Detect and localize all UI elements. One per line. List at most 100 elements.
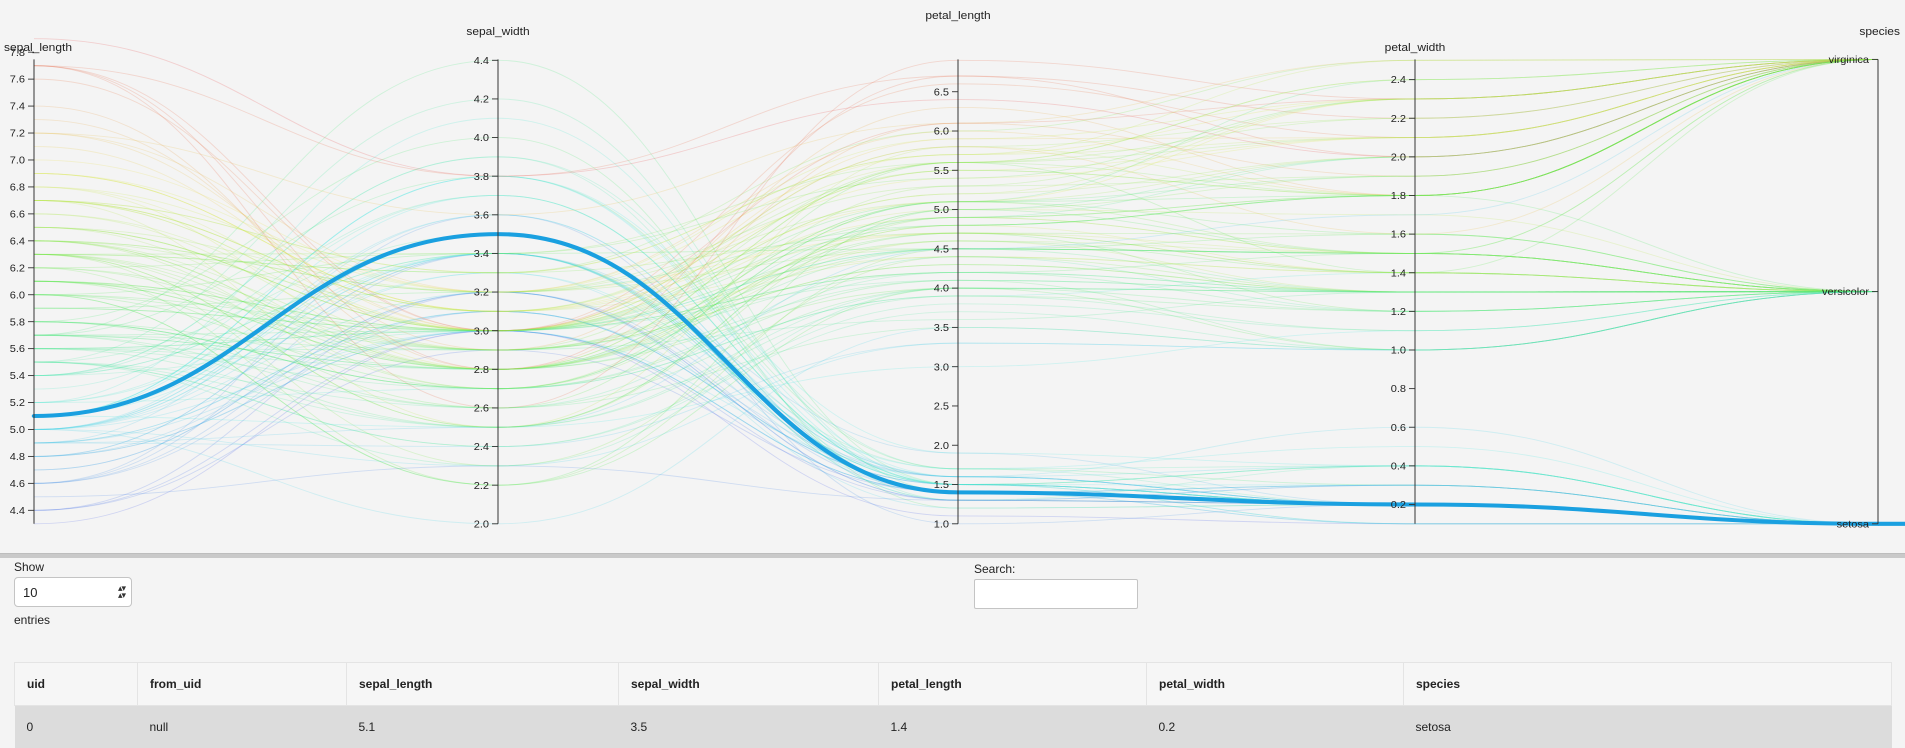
data-line [33, 175, 1879, 525]
axis-title: petal_length [925, 10, 990, 21]
data-line [33, 271, 1879, 390]
table-cell: 5.1 [346, 705, 619, 748]
tick-label: 0.8 [1391, 385, 1406, 395]
entries-label: entries [14, 613, 51, 627]
axis-title: sepal_length [4, 42, 72, 53]
data-line [33, 58, 1879, 332]
tick-label: 2.5 [934, 402, 949, 412]
data-line [33, 58, 1879, 332]
data-line [33, 226, 1879, 370]
chart-svg[interactable]: sepal_length 4.4 4.6 4.8 5.0 5.2 5.4 5.6 5.8 6.0 6… [0, 0, 1905, 553]
tick-label: 3.0 [474, 327, 489, 337]
column-header-uid[interactable]: uid [14, 662, 138, 706]
tick-label: 2.2 [474, 481, 489, 491]
tick-label: 1.4 [1391, 269, 1406, 279]
axis-species[interactable]: species setosa versicolor virginica [1822, 26, 1900, 530]
tick-label: 0.6 [1391, 423, 1406, 433]
data-line [33, 291, 1879, 448]
data-line [33, 252, 1879, 525]
stepper-arrows-icon[interactable]: ▴▾ ▴▾ [117, 583, 126, 600]
tick-label: 2.4 [474, 443, 489, 453]
data-line [33, 117, 1878, 525]
tick-label: 2.0 [934, 441, 949, 451]
tick-label: 6.5 [934, 88, 949, 98]
tick-label: 6.6 [10, 210, 25, 220]
panel-splitter[interactable] [0, 553, 1905, 558]
tick-label: 5.0 [934, 206, 949, 216]
data-line [33, 252, 1879, 525]
data-line [33, 214, 1878, 525]
data-line [33, 58, 1879, 332]
data-line [33, 58, 1879, 428]
data-line [33, 279, 1879, 350]
data-line [33, 38, 1879, 177]
tick-label: versicolor [1822, 288, 1870, 298]
tick-label: 7.6 [10, 75, 25, 85]
data-grid-panel: Show 10 ▴▾ ▴▾ entries Search: uid from_ui… [0, 557, 1905, 748]
data-line [33, 291, 1879, 390]
data-line [33, 58, 1879, 409]
axes-group: sepal_length 4.4 4.6 4.8 5.0 5.2 5.4 5.6 5.8 6.0 6… [4, 10, 1900, 530]
tick-label: 1.0 [1391, 346, 1406, 356]
data-line [33, 58, 1879, 370]
column-header-sepal-length[interactable]: sepal_length [346, 662, 619, 706]
data-line [33, 256, 1879, 409]
tick-label: 1.2 [1391, 307, 1406, 317]
column-header-petal-width[interactable]: petal_width [1146, 662, 1404, 706]
data-line [33, 58, 1879, 370]
column-header-petal-length[interactable]: petal_length [878, 662, 1147, 706]
data-line [33, 58, 1879, 332]
data-line [33, 175, 1879, 525]
axis-petal-width[interactable]: petal_width 0.2 0.4 0.6 0.8 1.0 1.2 1.4 1.6 1.8 2.… [1385, 42, 1446, 524]
tick-label: 5.0 [10, 426, 25, 436]
data-line [33, 58, 1879, 177]
data-line [33, 248, 1879, 351]
parallel-coordinates-plot[interactable]: sepal_length 4.4 4.6 4.8 5.0 5.2 5.4 5.6 5.8 6.0 6… [0, 0, 1905, 553]
tick-label: 5.5 [934, 166, 949, 176]
data-line [33, 58, 1879, 390]
data-line [33, 291, 1879, 428]
data-line [33, 232, 1879, 370]
axis-petal-length[interactable]: petal_length 1.0 1.5 2.0 2.5 3.0 3.5 4.0 4.5 5.0 5… [925, 10, 990, 530]
tick-label: 7.2 [10, 129, 25, 139]
data-line [33, 287, 1879, 428]
tick-label: 7.0 [10, 156, 25, 166]
data-line [33, 213, 1879, 332]
tick-label: 0.2 [1391, 501, 1406, 511]
table-cell: setosa [1403, 705, 1892, 748]
search-input[interactable] [974, 579, 1138, 609]
data-line [33, 271, 1879, 351]
data-line [33, 201, 1879, 390]
data-line [33, 291, 1879, 467]
data-line [33, 58, 1879, 370]
tick-label: 3.2 [474, 288, 489, 298]
tick-label: 5.8 [10, 318, 25, 328]
data-line [33, 58, 1879, 312]
entries-per-page-select[interactable]: 10 ▴▾ ▴▾ [14, 577, 132, 607]
table-cell: 0.2 [1146, 705, 1404, 748]
axis-sepal-width[interactable]: sepal_width 2.0 2.2 2.4 2.6 2.8 3.0 3.2 3.4 3.6 3.… [466, 26, 529, 530]
tick-label: 3.4 [474, 249, 489, 259]
tick-label: 1.0 [934, 520, 949, 530]
column-header-sepal-width[interactable]: sepal_width [618, 662, 879, 706]
tick-label: 4.8 [10, 452, 25, 462]
data-line [33, 233, 1879, 525]
axis-sepal-length[interactable]: sepal_length 4.4 4.6 4.8 5.0 5.2 5.4 5.6 5.8 6.0 6… [4, 42, 72, 524]
tick-label: 1.5 [934, 481, 949, 491]
data-line [33, 272, 1879, 403]
data-line [33, 58, 1879, 444]
data-line [33, 58, 1879, 216]
column-header-from-uid[interactable]: from_uid [137, 662, 347, 706]
data-line [33, 175, 1879, 525]
table-row[interactable]: 0 null 5.1 3.5 1.4 0.2 setosa [14, 705, 1892, 748]
data-line [33, 58, 1879, 332]
data-line [33, 58, 1879, 390]
tick-label: 4.0 [934, 284, 949, 294]
data-line [33, 199, 1879, 312]
data-line [33, 58, 1879, 312]
tick-label: 6.2 [10, 264, 25, 274]
data-line [33, 291, 1879, 448]
tick-label: 6.0 [934, 127, 949, 137]
data-line [33, 280, 1879, 370]
column-header-species[interactable]: species [1403, 662, 1892, 706]
